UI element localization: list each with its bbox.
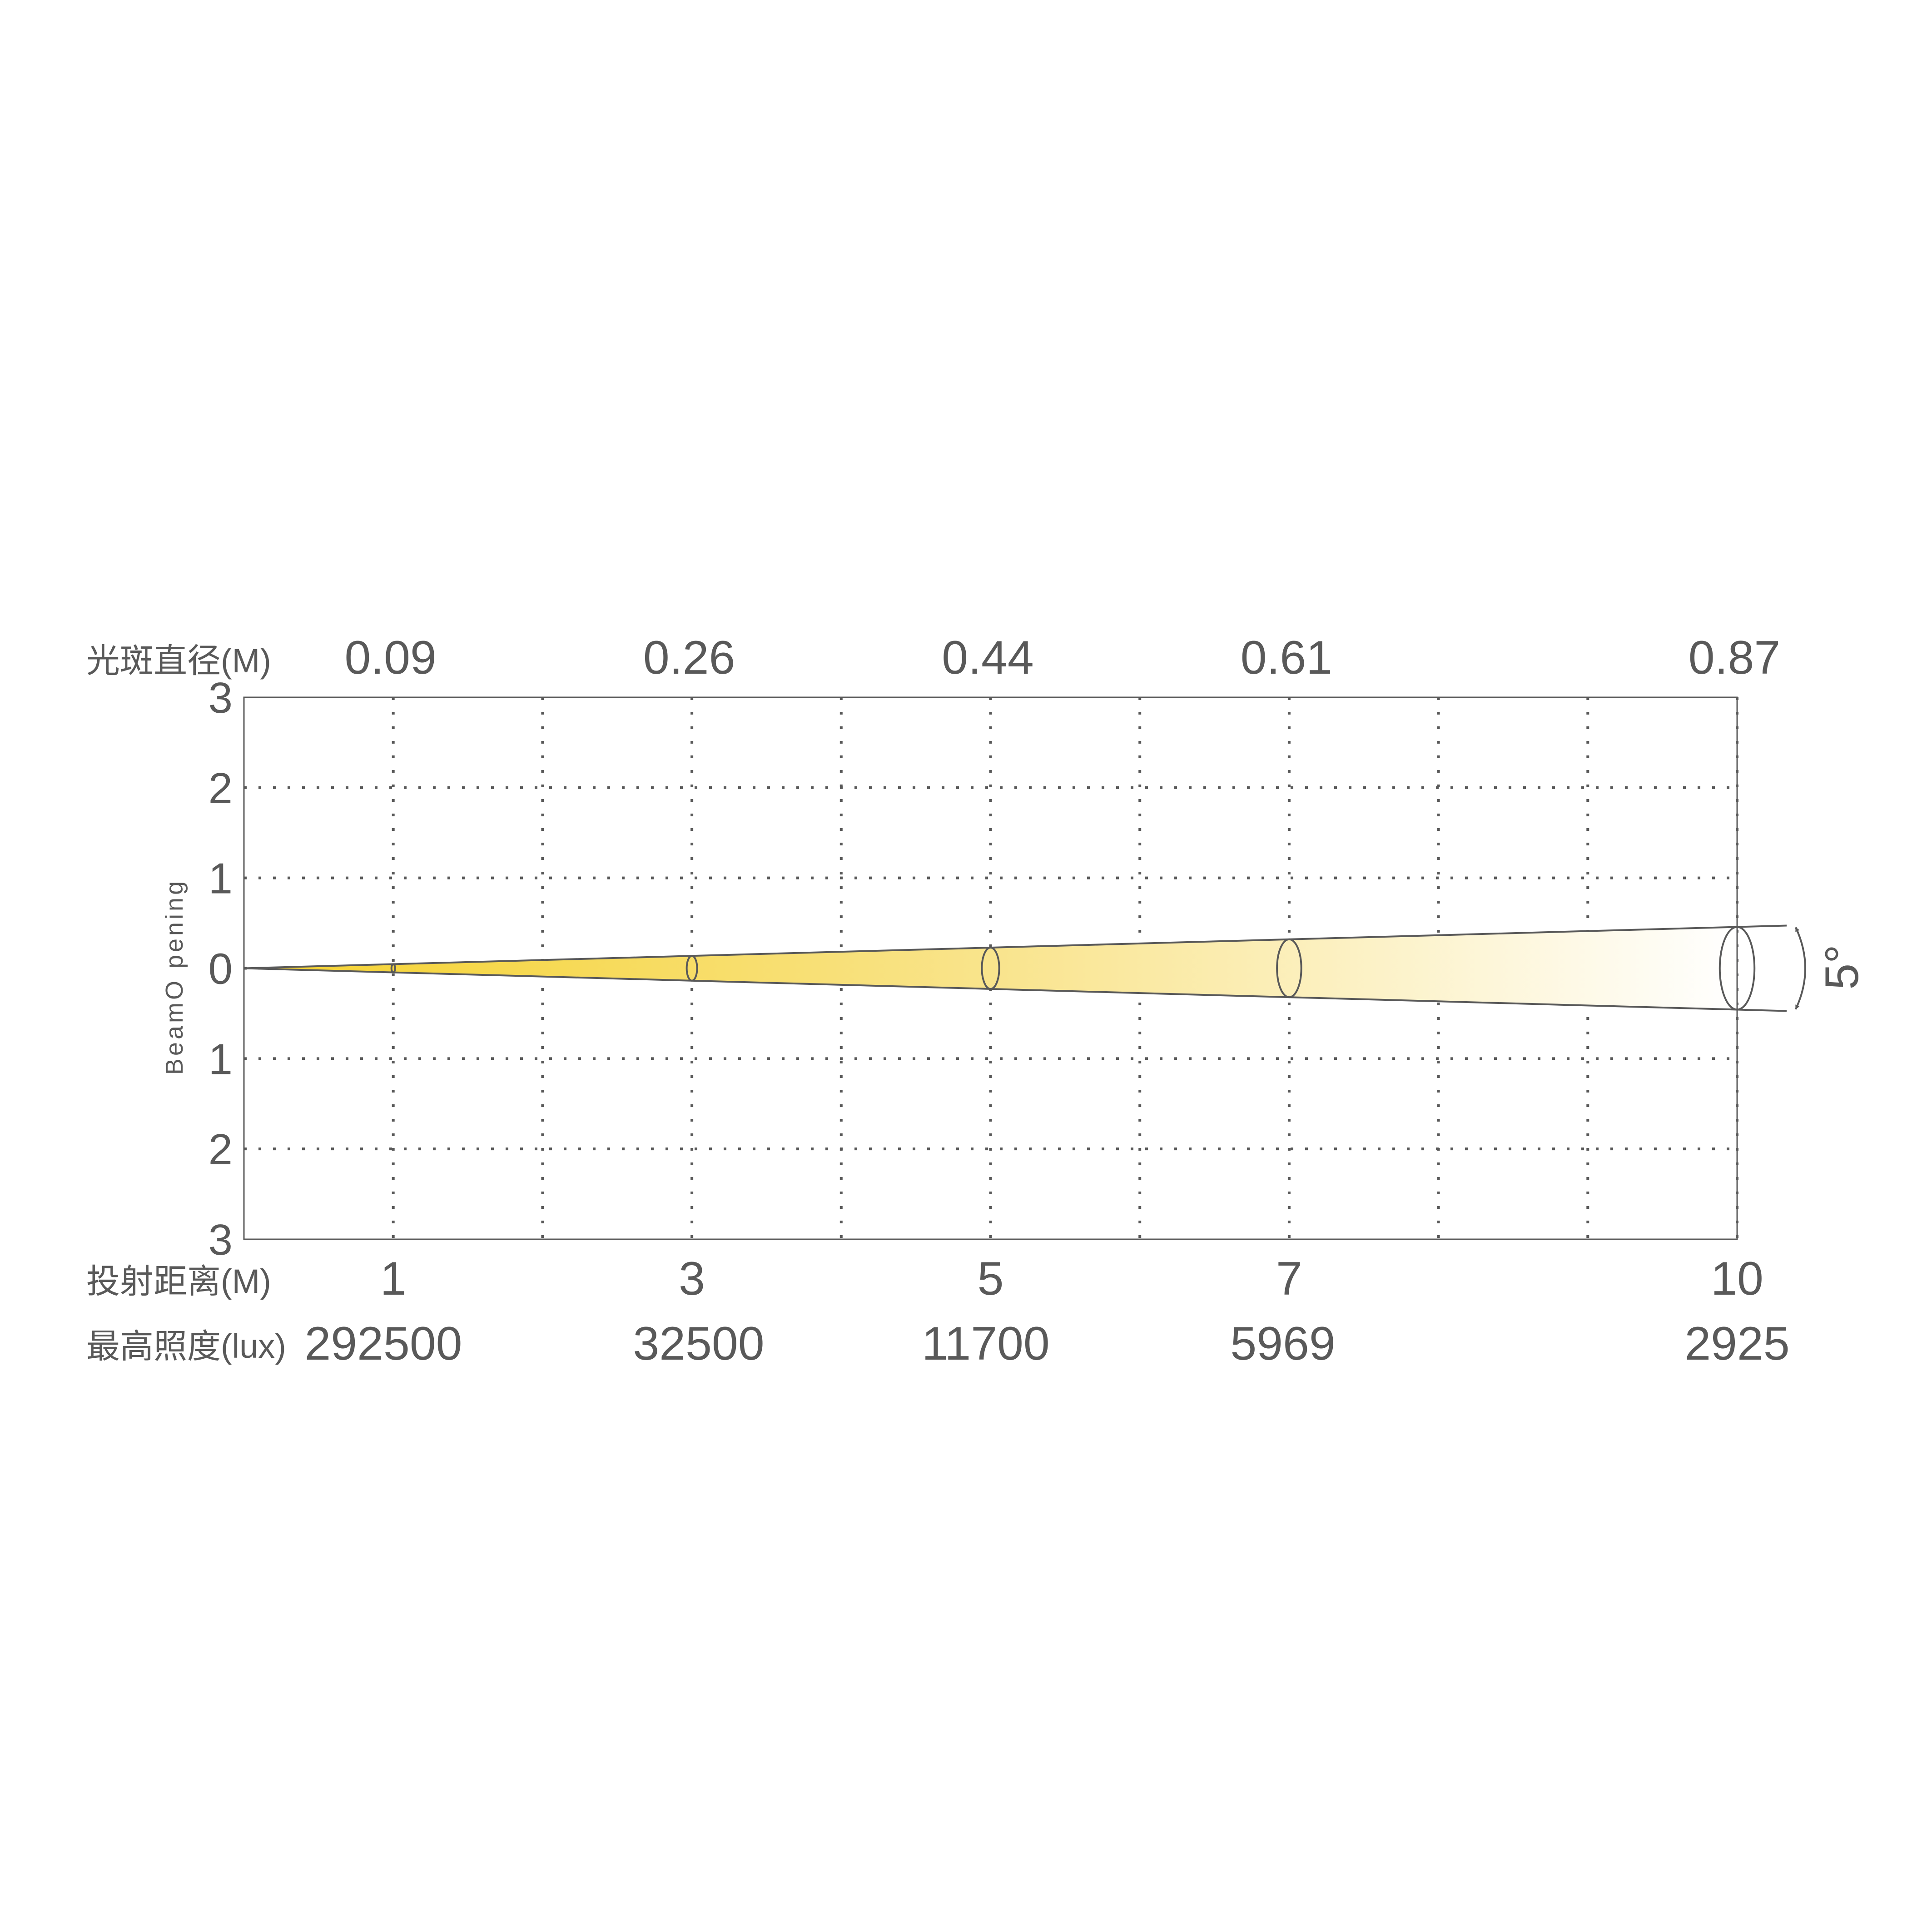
beam-fill xyxy=(244,927,1737,1010)
spot-diameter-value: 0.09 xyxy=(344,631,436,684)
spot-diameter-value: 0.87 xyxy=(1689,631,1780,684)
beam-edge-bottom xyxy=(243,967,1787,1012)
y-axis-label: BeamO pening xyxy=(161,879,188,1075)
illuminance-value: 5969 xyxy=(1230,1317,1335,1370)
y-tick-label: 0 xyxy=(209,945,233,993)
illuminance-value: 292500 xyxy=(304,1317,462,1370)
beam xyxy=(243,924,1806,1012)
spot-ellipse xyxy=(390,963,396,973)
y-tick-label: 2 xyxy=(209,1125,233,1174)
y-tick-label: 1 xyxy=(209,854,233,903)
spot-diameter-label: 光斑直径(M) xyxy=(86,642,271,680)
y-tick-label: 3 xyxy=(209,1216,233,1264)
beam-angle-arc xyxy=(1795,927,1806,1010)
distance-value: 7 xyxy=(1276,1252,1302,1305)
beam-edge-top xyxy=(243,924,1787,969)
illuminance-value: 11700 xyxy=(922,1317,1049,1370)
spot-diameter-value: 0.26 xyxy=(643,631,735,684)
distance-value: 3 xyxy=(679,1252,705,1305)
y-tick-label: 1 xyxy=(209,1035,233,1083)
spot-ellipse xyxy=(685,955,698,982)
y-tick-label: 3 xyxy=(209,674,233,722)
y-tick-label: 2 xyxy=(209,764,233,813)
distance-label: 投射距离(M) xyxy=(86,1262,271,1300)
distance-value: 5 xyxy=(978,1252,1004,1305)
distance-value: 1 xyxy=(380,1252,407,1305)
plot-frame xyxy=(243,696,1738,1240)
illuminance-value: 32500 xyxy=(633,1317,764,1370)
labels: 光斑直径(M) 投射距离(M) 最高照度(lux) BeamO pening 5… xyxy=(86,642,1868,1365)
illuminance-value: 2925 xyxy=(1684,1317,1789,1370)
spot-diameter-value: 0.61 xyxy=(1241,631,1332,684)
spot-ellipse xyxy=(981,947,1000,990)
spot-diameter-value: 0.44 xyxy=(942,631,1033,684)
beam-angle-label: 5° xyxy=(1816,944,1868,989)
distance-value: 10 xyxy=(1711,1252,1763,1305)
illuminance-label: 最高照度(lux) xyxy=(86,1327,286,1365)
spot-ellipse xyxy=(1276,938,1302,998)
